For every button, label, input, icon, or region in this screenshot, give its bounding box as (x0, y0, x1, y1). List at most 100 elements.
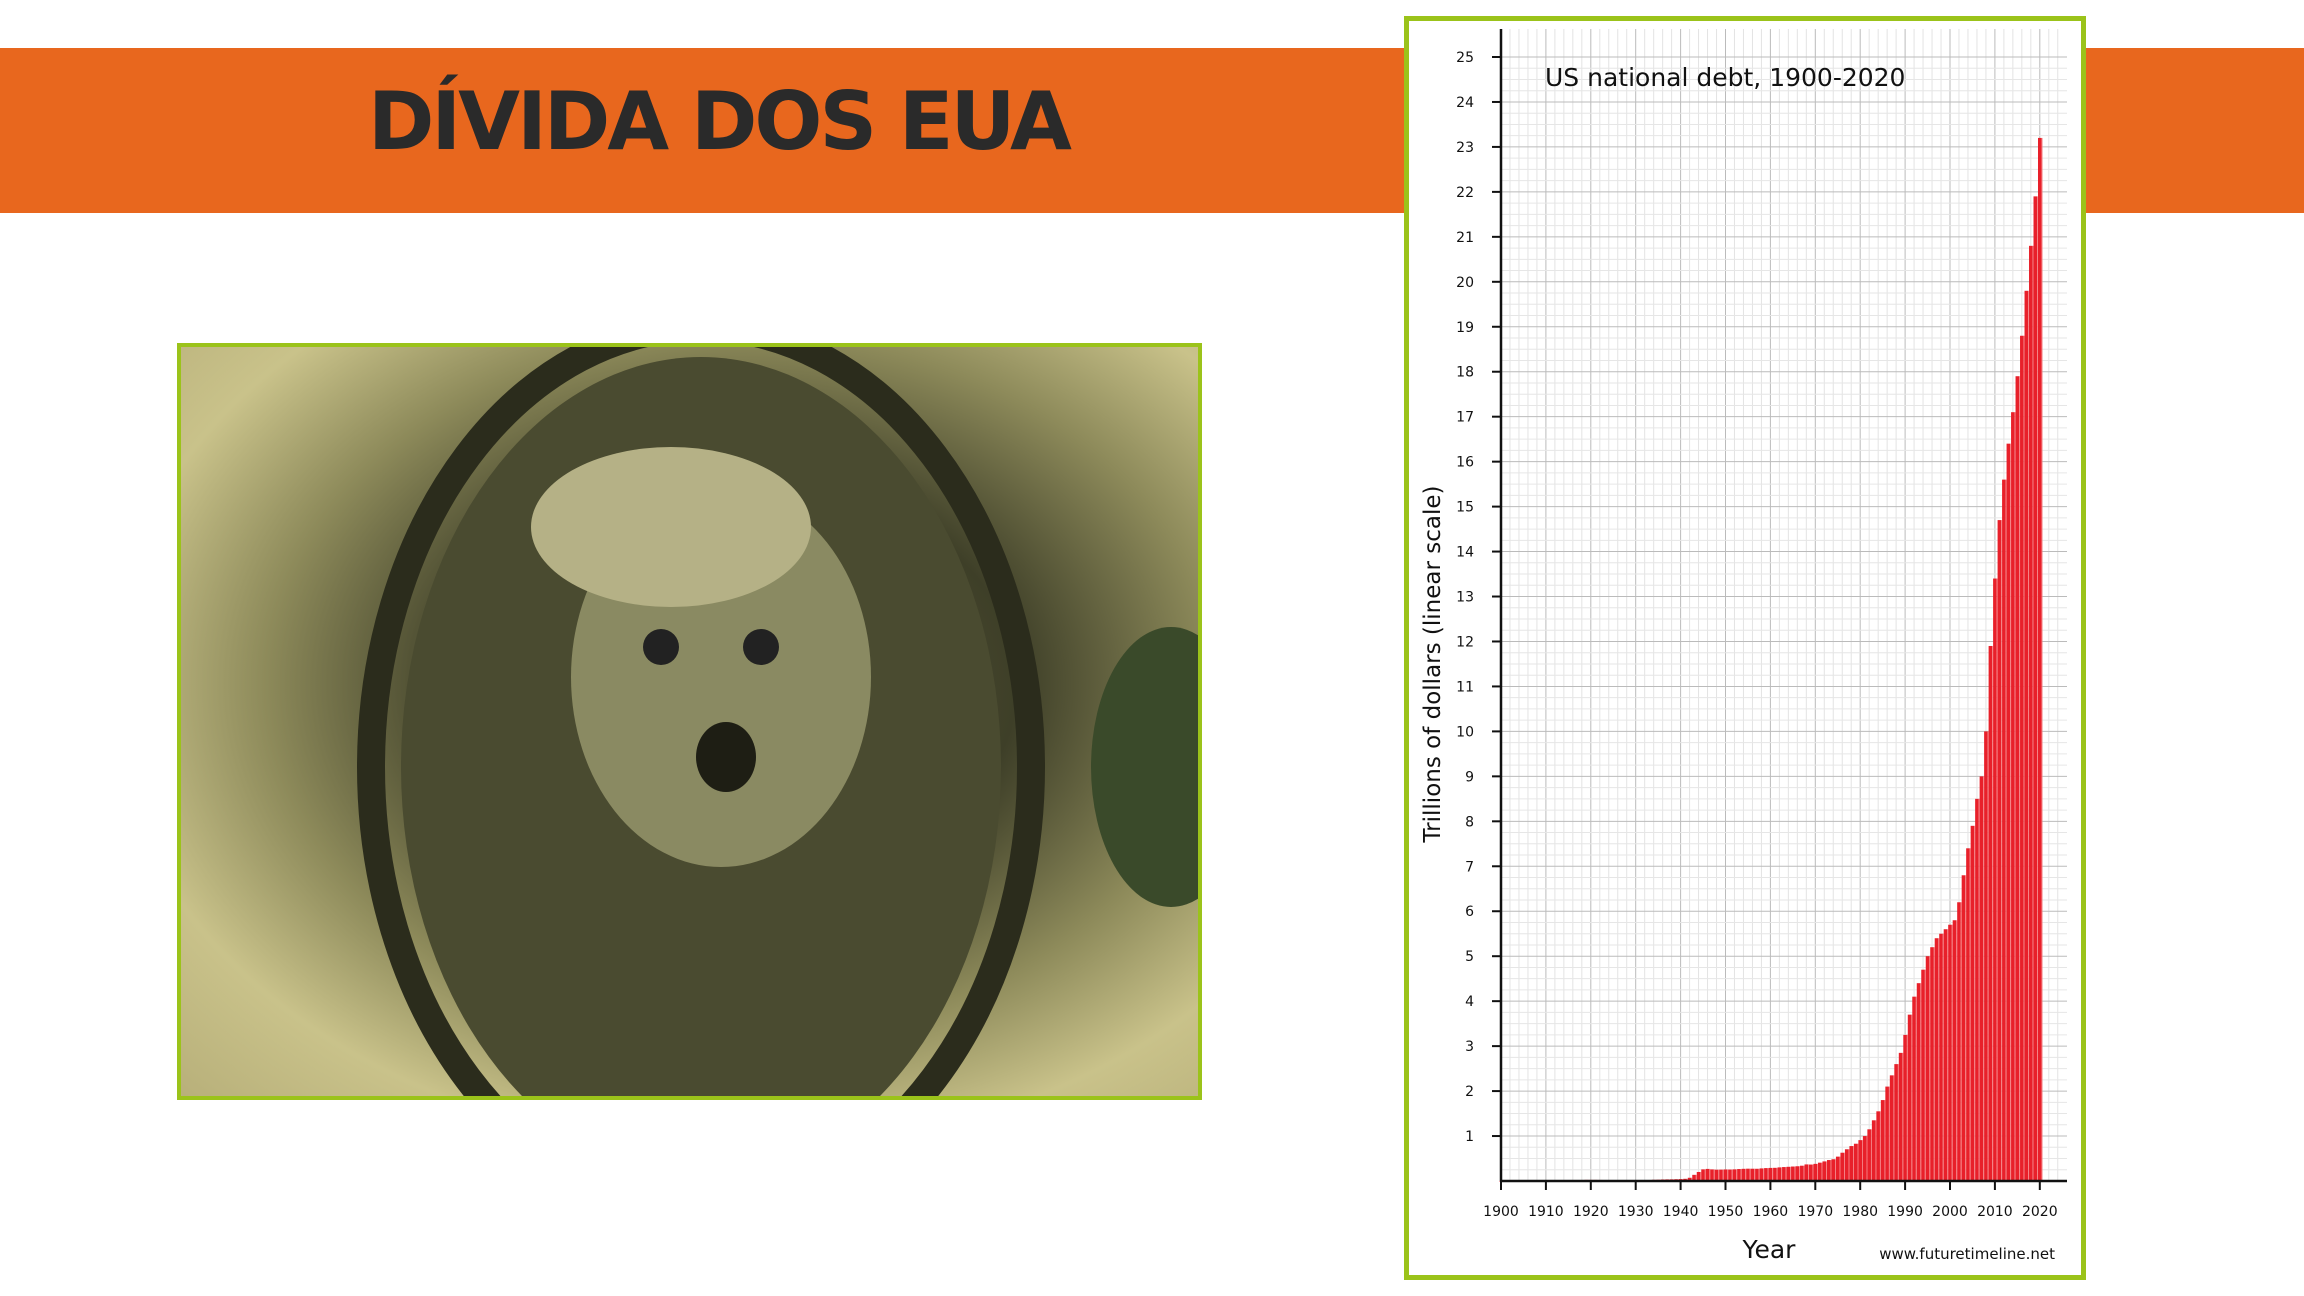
y-tick-label: 3 (1465, 1039, 1474, 1055)
bar-highlight (2028, 290, 2030, 1181)
bar-highlight (1767, 1168, 1769, 1181)
bar-1997 (1934, 938, 1939, 1181)
y-tick-label: 18 (1456, 365, 1474, 381)
y-tick-label: 1 (1465, 1129, 1474, 1145)
bar-1948 (1714, 1169, 1719, 1181)
bar-highlight (1857, 1143, 1859, 1181)
bar-highlight (1933, 947, 1935, 1181)
bar-1953 (1737, 1169, 1741, 1181)
bar-2020 (2038, 137, 2042, 1182)
bar-highlight (1947, 929, 1949, 1181)
bar-1964 (1786, 1166, 1791, 1181)
bar-1970 (1813, 1163, 1818, 1181)
y-tick-label: 9 (1465, 769, 1474, 785)
y-tick-label: 22 (1456, 185, 1474, 201)
x-tick-label: 1990 (1887, 1204, 1923, 1220)
bar-2001 (1952, 920, 1957, 1181)
y-tick-label: 12 (1456, 634, 1474, 650)
bar-highlight (1956, 920, 1958, 1181)
bar-1990 (1903, 1034, 1907, 1181)
x-tick-label: 1930 (1618, 1204, 1654, 1220)
bar-1955 (1746, 1168, 1750, 1181)
bar-highlight (1839, 1156, 1841, 1181)
bar-highlight (2001, 520, 2003, 1181)
y-tick-label: 21 (1456, 230, 1474, 246)
bar-2010 (1993, 578, 1997, 1181)
bar-highlight (1866, 1136, 1868, 1181)
bar-1980 (1858, 1140, 1862, 1181)
bar-1989 (1898, 1052, 1903, 1181)
bar-highlight (2014, 412, 2016, 1182)
bar-highlight (1731, 1169, 1733, 1181)
y-tick-label: 7 (1465, 859, 1474, 875)
bar-1967 (1800, 1165, 1804, 1181)
y-tick-label: 25 (1456, 50, 1474, 66)
bar-highlight (1978, 798, 1980, 1181)
bar-2005 (1970, 825, 1975, 1181)
bar-1992 (1912, 996, 1916, 1181)
x-tick-label: 1910 (1528, 1204, 1564, 1220)
bar-highlight (1920, 983, 1922, 1181)
bar-highlight (1879, 1111, 1881, 1181)
bar-1987 (1889, 1075, 1894, 1181)
x-tick-label: 1960 (1753, 1204, 1789, 1220)
bar-1993 (1916, 983, 1921, 1181)
bar-1961 (1773, 1167, 1777, 1181)
x-axis-label: Year (1742, 1235, 1797, 1264)
bar-highlight (2032, 245, 2034, 1181)
bar-highlight (1848, 1149, 1850, 1181)
x-tick-label: 2000 (1932, 1204, 1968, 1220)
bar-2019 (2033, 196, 2038, 1182)
bar-1963 (1782, 1167, 1786, 1181)
bar-highlight (1996, 578, 1998, 1181)
bar-highlight (1888, 1086, 1890, 1181)
y-tick-label: 23 (1456, 140, 1474, 156)
bar-highlight (2041, 137, 2043, 1182)
x-tick-label: 1920 (1573, 1204, 1609, 1220)
bar-1965 (1791, 1166, 1795, 1181)
bar-1975 (1835, 1156, 1840, 1181)
y-tick-label: 19 (1456, 320, 1474, 336)
y-tick-label: 8 (1465, 814, 1474, 830)
y-tick-label: 5 (1465, 949, 1474, 965)
bar-1974 (1831, 1159, 1836, 1181)
bar-highlight (1754, 1168, 1756, 1181)
x-tick-label: 1970 (1797, 1204, 1833, 1220)
bar-highlight (1924, 969, 1926, 1181)
dollar-bill-photo (177, 343, 1202, 1100)
dollar-bill-washington-icon (357, 347, 1198, 1096)
bar-highlight (2019, 376, 2021, 1181)
bar-1949 (1719, 1169, 1723, 1181)
y-tick-label: 17 (1456, 410, 1474, 426)
x-tick-label: 1940 (1663, 1204, 1699, 1220)
bar-highlight (1803, 1165, 1805, 1181)
y-tick-label: 13 (1456, 590, 1474, 606)
bar-highlight (1722, 1169, 1724, 1181)
bar-highlight (1794, 1166, 1796, 1181)
bar-1972 (1822, 1161, 1827, 1181)
bar-1947 (1710, 1169, 1714, 1181)
y-tick-label: 2 (1465, 1084, 1474, 1100)
bar-highlight (1821, 1162, 1823, 1181)
bar-1969 (1809, 1164, 1813, 1181)
bar-highlight (1902, 1052, 1904, 1181)
bar-highlight (2037, 196, 2039, 1182)
bar-1958 (1759, 1168, 1764, 1181)
bar-2018 (2029, 245, 2033, 1181)
x-tick-label: 2020 (2022, 1204, 2058, 1220)
bar-1973 (1826, 1160, 1831, 1181)
bar-highlight (1727, 1169, 1729, 1181)
bar-1984 (1876, 1111, 1880, 1181)
bar-highlight (1929, 956, 1931, 1181)
bar-1999 (1943, 929, 1948, 1181)
bar-1994 (1921, 969, 1925, 1181)
bar-highlight (1906, 1034, 1908, 1181)
bar-highlight (1695, 1174, 1697, 1181)
bar-highlight (1992, 645, 1994, 1181)
bar-highlight (1942, 933, 1944, 1181)
bar-1995 (1925, 956, 1930, 1181)
bar-highlight (1691, 1177, 1693, 1181)
bar-1986 (1885, 1086, 1889, 1181)
bar-1991 (1907, 1014, 1912, 1181)
bar-highlight (1911, 1014, 1913, 1181)
